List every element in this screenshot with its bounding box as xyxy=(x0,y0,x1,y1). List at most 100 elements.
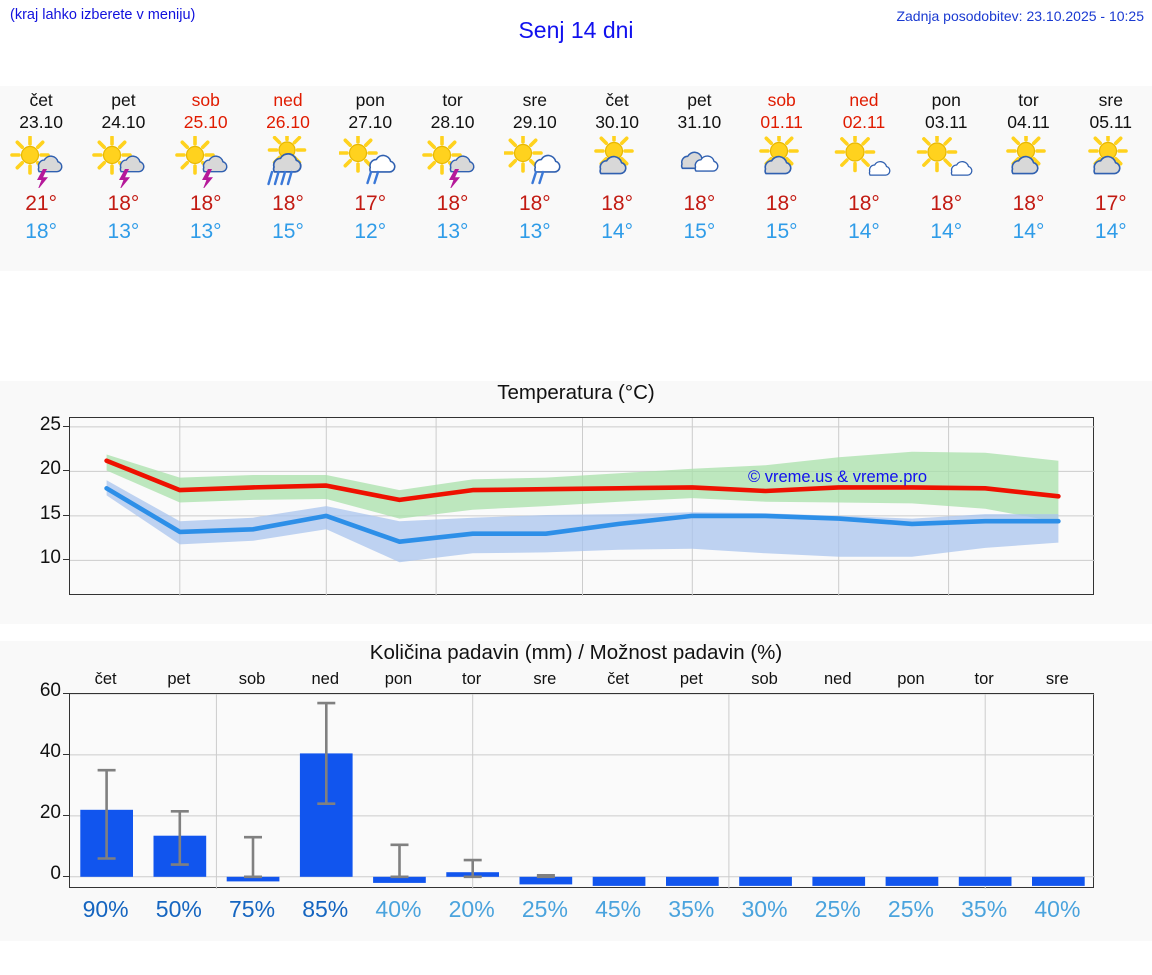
forecast-temp-max: 18° xyxy=(930,192,963,215)
forecast-day-column[interactable]: sob 01.11 18° 15° xyxy=(741,86,823,271)
forecast-day-column[interactable]: sre 29.10 18° 13° xyxy=(494,86,576,271)
forecast-temp-max: 18° xyxy=(765,192,798,215)
precipitation-plot-area xyxy=(69,693,1095,889)
temperature-chart-title: Temperatura (°C) xyxy=(497,381,655,404)
precipitation-day-label: pon xyxy=(897,670,925,688)
forecast-day-column[interactable]: ned 02.11 18° 14° xyxy=(823,86,905,271)
precipitation-y-tick-mark xyxy=(63,875,69,877)
precipitation-probability-label: 25% xyxy=(814,896,861,922)
forecast-day-date: 23.10 xyxy=(19,112,64,132)
forecast-day-date: 04.11 xyxy=(1007,112,1050,132)
forecast-temp-max: 18° xyxy=(436,192,469,215)
precipitation-day-label: čet xyxy=(94,670,117,688)
precipitation-chart-title: Količina padavin (mm) / Možnost padavin … xyxy=(369,641,783,664)
forecast-temp-min: 12° xyxy=(354,220,387,243)
forecast-day-column[interactable]: sre 05.11 17° 14° xyxy=(1070,86,1152,271)
forecast-day-name: pon xyxy=(931,90,961,110)
precipitation-day-label: sre xyxy=(533,670,557,688)
forecast-day-column[interactable]: pet 31.10 18° 15° xyxy=(658,86,740,271)
forecast-day-column[interactable]: ned 26.10 18° 15° xyxy=(247,86,329,271)
precipitation-day-label: sob xyxy=(751,670,778,688)
cloudy-icon xyxy=(668,136,730,188)
forecast-day-name: pet xyxy=(687,90,712,110)
precipitation-probability-label: 25% xyxy=(887,896,934,922)
sun-cloud-thunder-icon xyxy=(174,136,237,188)
forecast-temp-min: 14° xyxy=(848,220,880,243)
sun-behind-cloud-icon xyxy=(751,136,813,188)
precipitation-day-label: pet xyxy=(167,670,191,688)
temperature-plot-area xyxy=(69,417,1095,596)
forecast-day-column[interactable]: tor 04.11 18° 14° xyxy=(987,86,1069,271)
precipitation-probability-label: 35% xyxy=(668,896,715,922)
precipitation-y-tick-mark xyxy=(63,693,69,694)
forecast-day-name: ned xyxy=(273,90,303,110)
forecast-day-date: 29.10 xyxy=(512,112,557,132)
sun-cloud-heavy-rain-icon xyxy=(257,136,319,188)
sun-small-cloud-icon xyxy=(833,136,895,188)
sun-cloud-thunder-icon xyxy=(10,136,72,188)
forecast-day-name: tor xyxy=(1018,90,1039,110)
sun-cloud-light-rain-icon xyxy=(339,136,401,188)
last-update-text: Zadnja posodobitev: 23.10.2025 - 10:25 xyxy=(896,8,1144,24)
forecast-temp-max: 18° xyxy=(518,192,551,215)
precipitation-y-axis-label: 40 xyxy=(39,740,61,762)
precipitation-y-tick-mark xyxy=(63,753,69,755)
temperature-y-axis-label: 10 xyxy=(39,547,61,569)
forecast-temp-max: 18° xyxy=(683,192,716,215)
precipitation-probability-label: 25% xyxy=(521,896,568,922)
forecast-temp-max: 18° xyxy=(1012,192,1045,215)
precipitation-day-label: tor xyxy=(974,670,994,688)
precipitation-probability-label: 75% xyxy=(229,896,276,922)
precipitation-day-label: sob xyxy=(238,670,266,688)
forecast-temp-min: 14° xyxy=(601,220,633,243)
forecast-day-column[interactable]: pon 27.10 17° 12° xyxy=(329,86,411,271)
forecast-day-column[interactable]: tor 28.10 18° 13° xyxy=(411,86,493,271)
forecast-day-name: čet xyxy=(29,90,53,110)
forecast-temp-max: 18° xyxy=(107,192,140,215)
forecast-temp-max: 18° xyxy=(601,192,633,215)
forecast-day-name: sob xyxy=(191,90,220,110)
forecast-temp-min: 18° xyxy=(25,220,58,243)
temperature-chart-panel: Temperatura (°C) 10 15 20 25 © vreme.us & vr… xyxy=(0,381,1152,624)
sun-small-cloud-icon xyxy=(915,136,977,188)
forecast-day-date: 26.10 xyxy=(266,112,310,132)
forecast-day-date: 24.10 xyxy=(101,112,146,132)
forecast-day-name: sre xyxy=(1098,90,1123,110)
forecast-day-date: 25.10 xyxy=(183,112,228,132)
precipitation-probability-label: 35% xyxy=(961,896,1008,922)
precipitation-day-label: pet xyxy=(679,670,703,688)
precipitation-day-label: tor xyxy=(462,670,482,688)
menu-hint-text: (kraj lahko izberete v meniju) xyxy=(10,7,196,23)
forecast-temp-min: 13° xyxy=(107,220,140,243)
precipitation-probability-label: 40% xyxy=(1034,896,1081,922)
forecast-temp-max: 17° xyxy=(354,192,387,215)
precipitation-chart-panel: Količina padavin (mm) / Možnost padavin … xyxy=(0,641,1152,941)
temperature-y-tick-mark xyxy=(63,514,69,516)
forecast-day-date: 01.11 xyxy=(760,112,803,132)
forecast-day-name: sre xyxy=(522,90,547,110)
forecast-temp-min: 13° xyxy=(436,220,469,243)
forecast-day-column[interactable]: pet 24.10 18° 13° xyxy=(82,86,164,271)
temperature-y-axis-label: 25 xyxy=(39,413,61,435)
precipitation-probability-label: 50% xyxy=(155,896,202,922)
forecast-temp-max: 18° xyxy=(848,192,880,215)
forecast-temp-max: 21° xyxy=(25,192,58,215)
temperature-y-axis-label: 15 xyxy=(39,502,61,524)
temperature-y-axis-label: 20 xyxy=(39,458,61,480)
forecast-day-column[interactable]: čet 30.10 18° 14° xyxy=(576,86,658,271)
precipitation-day-label: pon xyxy=(384,670,413,688)
forecast-day-date: 02.11 xyxy=(842,112,886,132)
forecast-day-column[interactable]: čet 23.10 21° 18° xyxy=(0,86,82,271)
forecast-day-name: čet xyxy=(605,90,629,110)
forecast-day-name: pet xyxy=(111,90,136,110)
precipitation-probability-label: 85% xyxy=(302,896,349,922)
forecast-temp-min: 15° xyxy=(765,220,798,243)
page-header: (kraj lahko izberete v meniju) Senj 14 d… xyxy=(0,0,1152,46)
forecast-day-column[interactable]: pon 03.11 18° 14° xyxy=(905,86,987,271)
forecast-day-name: ned xyxy=(849,90,879,110)
forecast-day-date: 28.10 xyxy=(430,112,475,132)
forecast-day-column[interactable]: sob 25.10 18° 13° xyxy=(165,86,247,271)
precipitation-probability-label: 30% xyxy=(741,896,788,922)
precipitation-day-label: čet xyxy=(607,670,630,688)
